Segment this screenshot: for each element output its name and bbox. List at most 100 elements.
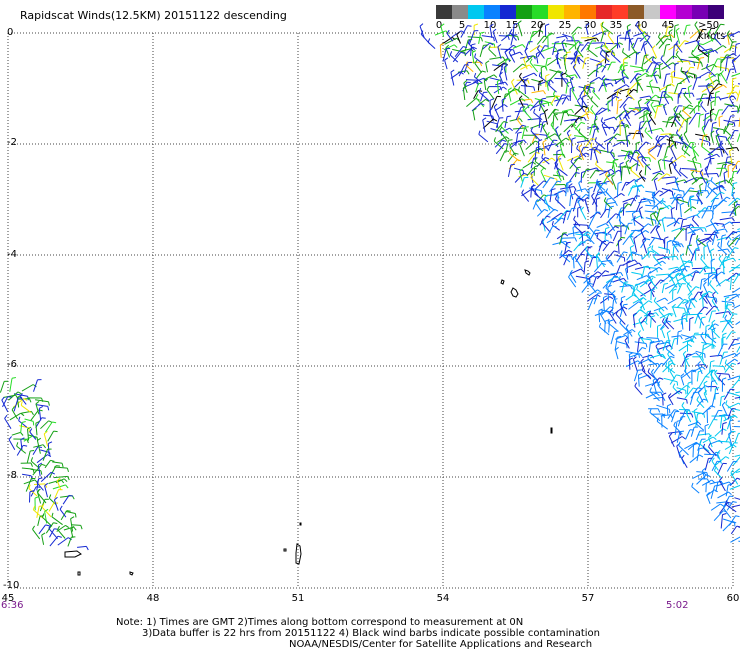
- wind-barb-flag: [654, 237, 659, 240]
- wind-barb-flag: [528, 64, 533, 69]
- wind-barb: [701, 146, 713, 156]
- wind-barb: [670, 436, 683, 444]
- wind-barb-flag: [610, 168, 615, 173]
- wind-barb: [610, 272, 621, 275]
- wind-barb-flag: [736, 477, 740, 480]
- wind-barb: [474, 57, 483, 64]
- wind-barb: [672, 268, 685, 274]
- wind-barb: [516, 119, 524, 128]
- wind-barb: [671, 335, 681, 338]
- wind-barb-flag: [576, 144, 579, 149]
- wind-barb-flag: [727, 483, 733, 486]
- wind-barb: [624, 223, 629, 235]
- colorbar-label: 10: [483, 20, 497, 31]
- wind-barb: [653, 363, 662, 374]
- wind-barb-flag: [601, 121, 606, 126]
- wind-barb: [619, 116, 626, 128]
- wind-barb: [606, 169, 619, 178]
- wind-barb: [35, 403, 40, 415]
- wind-barb: [471, 52, 475, 64]
- wind-barb: [648, 314, 657, 323]
- wind-barb: [482, 42, 491, 50]
- colorbar-swatch: [548, 5, 564, 19]
- wind-barb: [635, 53, 638, 65]
- wind-barb-flag: [43, 430, 48, 435]
- wind-barb-flag: [574, 45, 577, 50]
- wind-barb-flag: [17, 391, 22, 395]
- wind-barb: [646, 99, 659, 102]
- wind-barb-flag: [507, 35, 510, 41]
- wind-barb: [610, 331, 616, 345]
- wind-barb-flag: [715, 133, 720, 138]
- wind-barb-flag: [509, 28, 513, 33]
- wind-barb-flag: [685, 226, 690, 229]
- wind-barb-flag: [536, 146, 541, 149]
- wind-barb: [688, 226, 696, 235]
- wind-barb-flag: [667, 350, 671, 355]
- wind-barb: [580, 209, 587, 220]
- wind-barb-flag: [553, 113, 558, 116]
- wind-barb: [661, 201, 670, 210]
- wind-barb: [719, 319, 730, 323]
- wind-barb: [599, 168, 612, 176]
- y-tick-label: -4: [7, 249, 17, 260]
- wind-barb-flag: [666, 43, 671, 46]
- island-outline: [129, 571, 134, 576]
- wind-barb: [653, 73, 658, 84]
- wind-barb-flag: [657, 145, 662, 148]
- wind-barb-flag: [702, 443, 706, 448]
- wind-barb: [655, 35, 665, 46]
- wind-barb-flag: [47, 454, 52, 458]
- wind-barb-flag: [732, 444, 737, 448]
- wind-barb-flag: [716, 173, 720, 178]
- colorbar-label: 40: [634, 20, 648, 31]
- wind-barb: [503, 67, 508, 81]
- y-tick-label: -6: [7, 359, 17, 370]
- wind-barb-flag: [717, 241, 720, 246]
- wind-barb: [549, 70, 559, 81]
- wind-barb: [685, 429, 691, 440]
- wind-barb: [648, 114, 657, 125]
- wind-barb: [655, 229, 662, 241]
- wind-barb: [695, 350, 705, 355]
- wind-barb-flag: [460, 51, 465, 54]
- wind-barb: [706, 79, 717, 88]
- wind-barb-flag: [631, 42, 635, 47]
- wind-barb-flag: [726, 30, 730, 35]
- wind-barb-flag: [625, 159, 630, 163]
- wind-barb-flag: [667, 403, 672, 407]
- wind-barb-flag: [543, 198, 546, 203]
- wind-barb-flag: [706, 474, 711, 477]
- wind-barb: [504, 88, 515, 98]
- wind-barb: [673, 64, 676, 77]
- wind-barb: [648, 362, 658, 366]
- wind-barb: [653, 180, 658, 191]
- wind-barb-flag: [542, 97, 547, 100]
- wind-barb: [735, 391, 740, 394]
- wind-barb: [724, 129, 732, 137]
- wind-barb: [597, 182, 604, 193]
- wind-barb: [464, 39, 469, 52]
- wind-barb-flag: [662, 353, 666, 358]
- wind-barb-flag: [565, 137, 570, 141]
- wind-barb-flag: [704, 165, 709, 170]
- wind-barb-flag: [634, 259, 638, 264]
- wind-barb-flag: [658, 158, 662, 162]
- colorbar-swatch: [564, 5, 580, 19]
- wind-barb: [611, 78, 622, 81]
- wind-barb-flag: [446, 47, 451, 50]
- wind-barb: [669, 390, 679, 399]
- wind-barb: [552, 42, 556, 56]
- wind-barb: [620, 149, 633, 154]
- wind-barb-flag: [527, 79, 530, 84]
- wind-barb-flag: [554, 208, 559, 212]
- wind-barb: [522, 109, 533, 121]
- wind-barb: [439, 45, 442, 58]
- wind-barb: [671, 306, 685, 309]
- wind-barb-flag: [716, 267, 721, 270]
- wind-barb: [681, 353, 688, 367]
- colorbar-swatch: [452, 5, 468, 19]
- wind-barb: [598, 241, 603, 252]
- wind-barb: [644, 381, 658, 387]
- wind-barb: [33, 379, 38, 392]
